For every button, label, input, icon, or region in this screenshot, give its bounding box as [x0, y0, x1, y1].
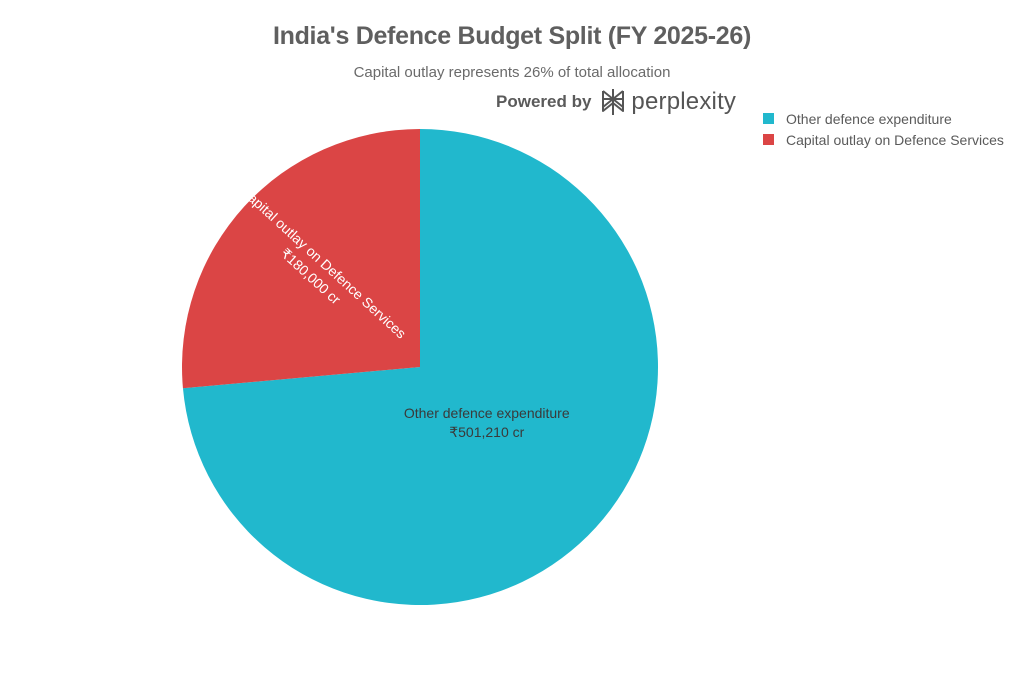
pie-slice-capital[interactable] [182, 129, 420, 389]
legend-swatch-other [763, 113, 774, 124]
legend-item-other[interactable]: Other defence expenditure [763, 108, 1004, 129]
powered-by-badge: Powered by perplexity [496, 86, 736, 118]
legend-label-other: Other defence expenditure [786, 110, 952, 127]
chart-title: India's Defence Budget Split (FY 2025-26… [272, 22, 752, 50]
chart-subtitle: Capital outlay represents 26% of total a… [353, 64, 671, 81]
chart-legend: Other defence expenditure Capital outlay… [763, 108, 1004, 150]
powered-by-label: Powered by [496, 92, 592, 111]
legend-label-capital: Capital outlay on Defence Services [786, 131, 1004, 148]
slice-label-other: Other defence expenditure ₹501,210 cr [404, 405, 570, 440]
perplexity-logo-icon [602, 89, 625, 115]
legend-item-capital[interactable]: Capital outlay on Defence Services [763, 129, 1004, 150]
pie-slice-other[interactable] [182, 129, 659, 606]
perplexity-wordmark: perplexity [631, 88, 737, 115]
legend-swatch-capital [763, 134, 774, 145]
